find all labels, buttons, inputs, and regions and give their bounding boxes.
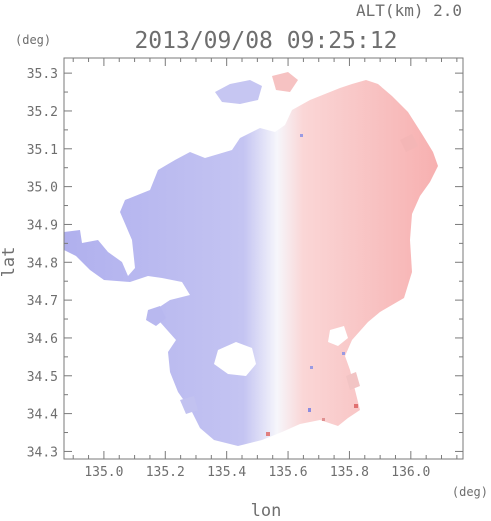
chart-title: 2013/09/08 09:25:12 bbox=[134, 28, 397, 54]
echo-fragment-southwest bbox=[180, 396, 198, 414]
speckle bbox=[300, 134, 303, 137]
axes: 135.0 135.2 135.4 135.6 135.8 136.0 34.3 34.4 34… bbox=[27, 57, 464, 480]
y-tick-label: 34.3 bbox=[27, 445, 58, 460]
echo-area bbox=[64, 80, 438, 446]
echo-fragment-northwest bbox=[215, 80, 262, 104]
y-tick-label: 34.5 bbox=[27, 370, 58, 385]
y-axis-label: lat bbox=[0, 247, 19, 278]
x-tick-label: 136.0 bbox=[391, 465, 430, 480]
y-tick-label: 34.7 bbox=[27, 294, 58, 309]
y-tick-label: 35.3 bbox=[27, 67, 58, 82]
speckle bbox=[322, 418, 325, 421]
speckle bbox=[310, 366, 313, 369]
x-tick-label: 135.4 bbox=[207, 465, 246, 480]
speckle bbox=[266, 432, 270, 436]
y-tick-label: 34.9 bbox=[27, 218, 58, 233]
x-unit-label: (deg) bbox=[452, 485, 488, 499]
velocity-field bbox=[64, 72, 438, 446]
x-tick-label: 135.0 bbox=[84, 465, 123, 480]
x-tick-label: 135.2 bbox=[146, 465, 185, 480]
speckle bbox=[342, 352, 345, 355]
plot-frame bbox=[63, 57, 464, 460]
y-tick-label: 34.6 bbox=[27, 332, 58, 347]
x-axis-label: lon bbox=[251, 501, 282, 521]
x-tick-label: 135.8 bbox=[330, 465, 369, 480]
speckle bbox=[354, 404, 358, 408]
x-tick-label: 135.6 bbox=[268, 465, 307, 480]
speckle bbox=[308, 408, 311, 412]
y-tick-label: 35.2 bbox=[27, 105, 58, 120]
y-tick-label: 34.4 bbox=[27, 408, 58, 423]
y-tick-label: 35.0 bbox=[27, 181, 58, 196]
echo-fragment-north bbox=[272, 72, 298, 92]
echo-fragment-east bbox=[400, 134, 418, 152]
altitude-label: ALT(km) 2.0 bbox=[356, 1, 462, 20]
y-tick-label: 34.8 bbox=[27, 256, 58, 271]
echo-fragment-west bbox=[146, 306, 166, 326]
y-unit-label: (deg) bbox=[15, 33, 51, 47]
y-tick-label: 35.1 bbox=[27, 143, 58, 158]
echo-fragment-southeast bbox=[346, 372, 360, 390]
